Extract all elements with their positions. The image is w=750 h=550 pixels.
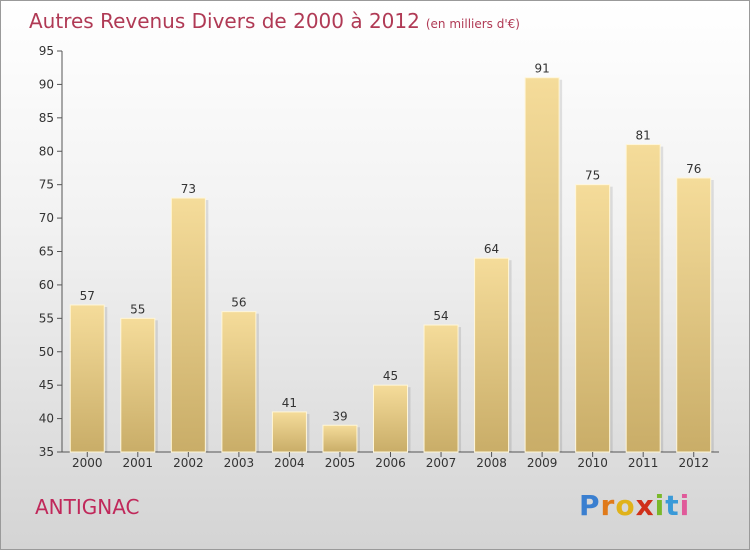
data-label-2006: 45 [383,369,398,383]
y-tick-label: 70 [39,211,54,225]
proxiti-logo: Proxiti [579,489,691,522]
y-tick-label: 45 [39,378,54,392]
x-tick-label-2005: 2005 [325,456,356,470]
chart-title: Autres Revenus Divers de 2000 à 2012 (en … [29,9,520,33]
data-label-2003: 56 [231,296,246,310]
y-tick-label: 65 [39,245,54,259]
bar-2001 [120,317,156,453]
x-tick-label-2012: 2012 [678,456,709,470]
data-label-2008: 64 [484,242,499,256]
chart-title-text: Autres Revenus Divers de 2000 à 2012 [29,9,420,33]
data-label-2005: 39 [332,409,347,423]
y-tick-label: 40 [39,412,54,426]
bar-2000 [69,304,105,453]
chart-unit: (en milliers d'€) [425,17,520,31]
data-label-2007: 54 [433,309,448,323]
data-label-2011: 81 [636,129,651,143]
bar-2005 [322,424,358,453]
data-label-2010: 75 [585,169,600,183]
data-label-2002: 73 [181,182,196,196]
data-label-2004: 41 [282,396,297,410]
bar-2003 [221,311,257,453]
bar-2012 [676,177,712,453]
bar-2011 [625,144,661,453]
bar-2009 [524,77,560,453]
data-label-2012: 76 [686,162,701,176]
bar-2002 [170,197,206,453]
x-tick-label-2003: 2003 [224,456,255,470]
x-tick-label-2006: 2006 [375,456,406,470]
x-tick-label-2011: 2011 [628,456,659,470]
x-tick-label-2001: 2001 [123,456,154,470]
bar-2007 [423,324,459,453]
y-tick-label: 55 [39,311,54,325]
bar-2006 [373,384,408,453]
x-tick-label-2008: 2008 [476,456,507,470]
y-tick-label: 95 [39,44,54,58]
data-label-2000: 57 [80,289,95,303]
data-label-2001: 55 [130,302,145,316]
y-tick-label: 60 [39,278,54,292]
x-tick-label-2002: 2002 [173,456,204,470]
bar-2004 [271,411,307,453]
y-tick-label: 85 [39,111,54,125]
y-tick-label: 50 [39,345,54,359]
x-tick-label-2004: 2004 [274,456,305,470]
x-tick-label-2000: 2000 [72,456,103,470]
y-tick-label: 75 [39,178,54,192]
x-tick-label-2007: 2007 [426,456,457,470]
bar-2010 [575,184,611,453]
y-tick-label: 80 [39,144,54,158]
x-tick-label-2010: 2010 [577,456,608,470]
city-name: ANTIGNAC [35,495,140,519]
bar-2008 [474,257,510,453]
y-tick-label: 90 [39,77,54,91]
y-tick-label: 35 [39,445,54,459]
x-tick-label-2009: 2009 [527,456,558,470]
data-label-2009: 91 [534,62,549,76]
